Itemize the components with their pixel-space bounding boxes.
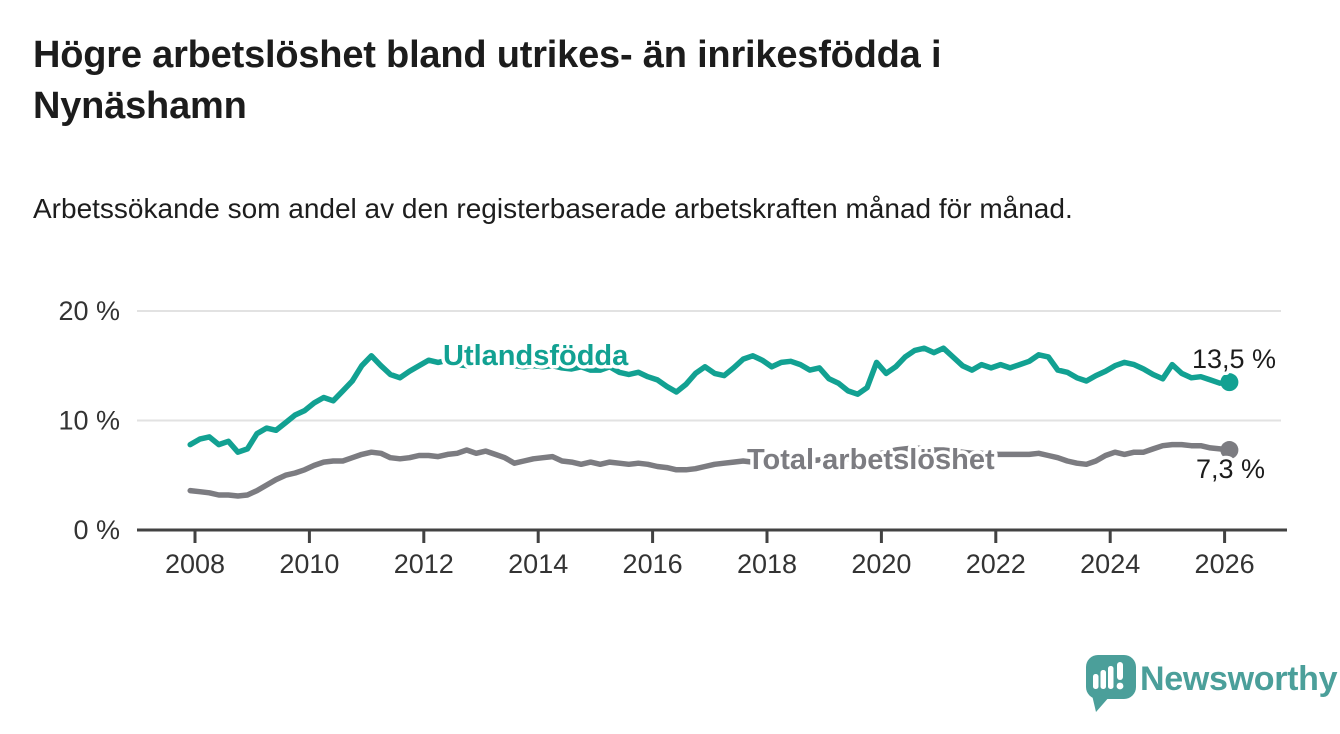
x-tick-label-2026: 2026 [1195,549,1255,579]
x-tick-label-2020: 2020 [851,549,911,579]
line-chart: 2008 2010 2012 2014 2016 2018 2020 2022 2024 2026… [58,296,1287,579]
line-chart-area: 2008 2010 2012 2014 2016 2018 2020 2022 2024 2026… [0,278,1340,613]
newsworthy-wordmark: Newsworthy [1140,660,1338,698]
y-tick-label-20: 20 % [58,296,120,326]
x-tick-label-2012: 2012 [394,549,454,579]
series-line-utlandsfodda [187,345,1233,455]
y-tick-label-10: 10 % [58,405,120,435]
x-tick-label-2014: 2014 [508,549,568,579]
series-line-total [187,441,1233,499]
series-label-utlandsfodda: Utlandsfödda [443,340,629,372]
series-end-dot-total [1220,441,1239,460]
x-tick-label-2016: 2016 [623,549,683,579]
chart-subtitle: Arbetssökande som andel av den registerb… [33,193,1073,224]
chart-title: Högre arbetslöshet bland utrikes- än inr… [33,34,942,127]
end-value-label-total: 7,3 % [1196,454,1265,484]
series-end-dot-utlandsfodda [1220,373,1239,392]
x-tick-label-2022: 2022 [966,549,1026,579]
x-tick-label-2018: 2018 [737,549,797,579]
x-tick-label-2010: 2010 [279,549,339,579]
y-tick-label-0: 0 % [73,515,120,545]
x-tick-label-2008: 2008 [165,549,225,579]
newsworthy-logo-icon [1086,655,1136,712]
series-label-total: Total arbetslöshet [747,444,995,476]
end-value-label-utlandsfodda: 13,5 % [1192,344,1276,374]
x-tick-label-2024: 2024 [1080,549,1140,579]
